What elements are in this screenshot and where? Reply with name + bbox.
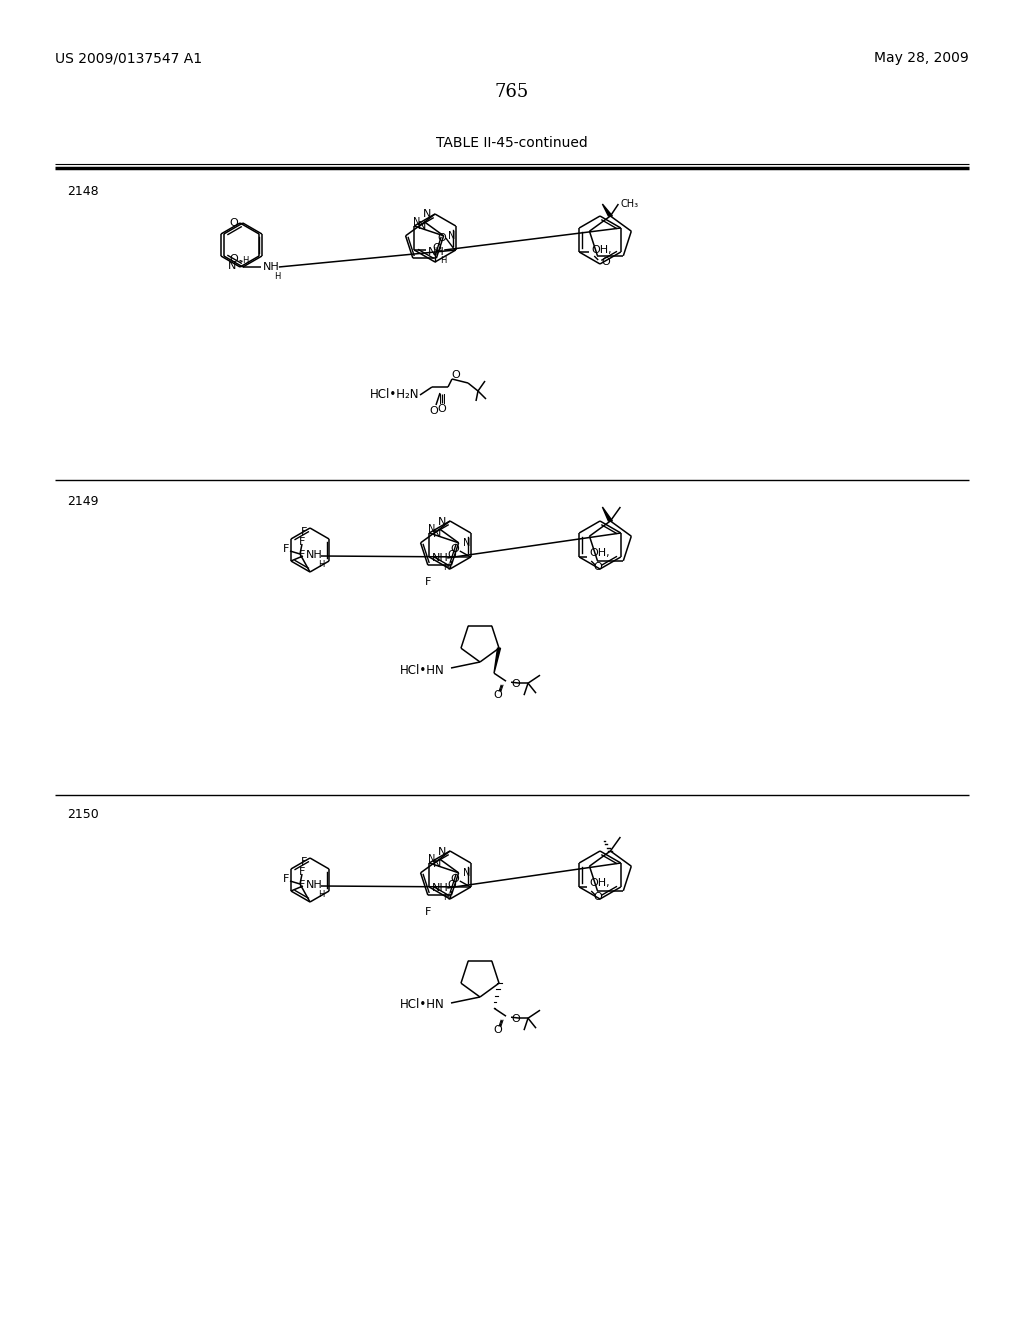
Text: 765: 765: [495, 83, 529, 102]
Polygon shape: [602, 507, 612, 521]
Text: N: N: [433, 859, 441, 869]
Polygon shape: [494, 648, 501, 673]
Text: O: O: [229, 255, 238, 264]
Text: O: O: [451, 874, 459, 884]
Text: H: H: [443, 564, 450, 572]
Text: O: O: [593, 892, 602, 902]
Text: HCl•HN: HCl•HN: [400, 664, 444, 676]
Text: O: O: [437, 404, 446, 414]
Text: F: F: [283, 544, 289, 554]
Text: HCl•H₂N: HCl•H₂N: [370, 388, 420, 401]
Text: H: H: [242, 256, 249, 265]
Text: O: O: [432, 243, 441, 253]
Text: O: O: [229, 218, 239, 228]
Text: NH: NH: [306, 880, 323, 890]
Text: H: H: [273, 272, 281, 281]
Text: N: N: [433, 529, 441, 539]
Text: O: O: [512, 680, 520, 689]
Text: H: H: [317, 890, 325, 899]
Text: 2150: 2150: [67, 808, 98, 821]
Text: O: O: [451, 544, 459, 554]
Text: O: O: [494, 1026, 503, 1035]
Text: O: O: [593, 562, 602, 572]
Text: N: N: [428, 854, 435, 865]
Text: N: N: [463, 537, 470, 548]
Text: NH: NH: [432, 883, 449, 894]
Text: NH: NH: [432, 553, 449, 564]
Text: N: N: [418, 220, 426, 231]
Text: O: O: [430, 407, 438, 416]
Polygon shape: [602, 205, 612, 216]
Text: NH: NH: [306, 550, 323, 560]
Text: May 28, 2009: May 28, 2009: [874, 51, 969, 65]
Text: F: F: [425, 907, 431, 917]
Text: N: N: [438, 517, 446, 527]
Text: O: O: [512, 1014, 520, 1024]
Text: N: N: [428, 524, 435, 535]
Text: F: F: [299, 537, 305, 546]
Text: H: H: [440, 256, 446, 265]
Text: H: H: [443, 894, 450, 902]
Text: OH,: OH,: [591, 246, 612, 255]
Text: F: F: [301, 857, 307, 867]
Text: O: O: [601, 257, 610, 267]
Text: TABLE II-45-continued: TABLE II-45-continued: [436, 136, 588, 150]
Text: H: H: [317, 560, 325, 569]
Text: O: O: [494, 690, 503, 700]
Text: F: F: [283, 874, 289, 884]
Text: O: O: [447, 550, 457, 560]
Text: F: F: [425, 577, 431, 587]
Text: 2148: 2148: [67, 185, 98, 198]
Text: O: O: [452, 370, 461, 380]
Text: F: F: [301, 527, 307, 537]
Text: OH,: OH,: [589, 548, 610, 558]
Text: NH: NH: [263, 261, 280, 272]
Text: F: F: [299, 867, 305, 876]
Text: N: N: [227, 261, 236, 271]
Text: HCl•HN: HCl•HN: [400, 998, 444, 1011]
Text: OH,: OH,: [589, 878, 610, 888]
Text: CH₃: CH₃: [621, 199, 639, 209]
Text: 2149: 2149: [67, 495, 98, 508]
Text: US 2009/0137547 A1: US 2009/0137547 A1: [55, 51, 202, 65]
Text: N: N: [463, 867, 470, 878]
Text: F: F: [299, 880, 305, 890]
Text: N: N: [438, 847, 446, 857]
Text: N: N: [423, 209, 431, 219]
Text: F: F: [299, 550, 305, 560]
Text: O: O: [437, 234, 446, 243]
Text: O: O: [447, 880, 457, 890]
Text: N: N: [447, 231, 456, 240]
Text: NH: NH: [428, 247, 445, 257]
Text: N: N: [413, 216, 420, 227]
